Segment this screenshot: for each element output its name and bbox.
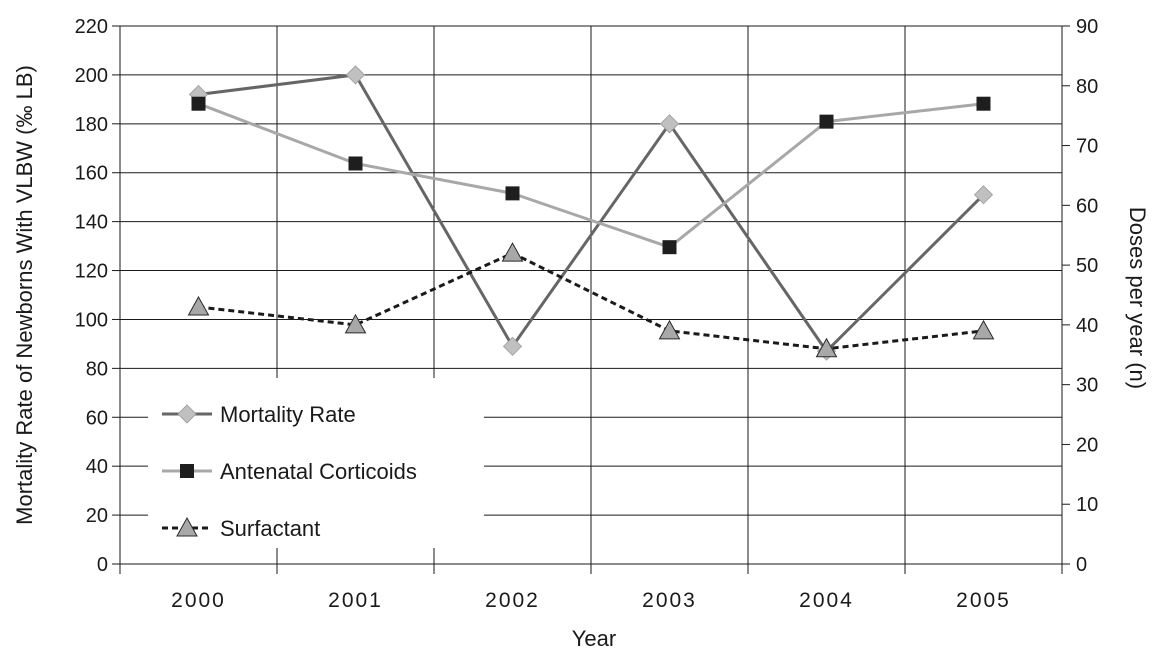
data-point-antenatal-corticoids-2001 [348, 156, 363, 171]
series-line-mortality-rate [198, 73, 985, 353]
y-left-tick-label-40: 40 [86, 456, 108, 478]
data-point-surfactant-2002 [501, 242, 524, 262]
y-left-tick-label-220: 220 [75, 16, 108, 38]
y-right-tick-label-70: 70 [1076, 136, 1098, 158]
y-left-axis-title: Mortality Rate of Newborns With VLBW (‰ … [12, 65, 37, 525]
y-left-tick-label-60: 60 [86, 407, 108, 429]
data-point-antenatal-corticoids-2003 [662, 240, 677, 255]
y-left-tick-label-80: 80 [86, 358, 108, 380]
y-right-tick-label-40: 40 [1076, 315, 1098, 337]
x-tick-label-2005: 2005 [956, 589, 1011, 612]
legend-marker-antenatal-corticoids [180, 464, 194, 478]
y-right-tick-label-30: 30 [1076, 375, 1098, 397]
legend-box [148, 378, 484, 548]
y-left-tick-label-200: 200 [75, 65, 108, 87]
y-right-tick-label-50: 50 [1076, 255, 1098, 277]
legend-background [148, 378, 484, 548]
y-right-tick-label-80: 80 [1076, 76, 1098, 98]
data-point-surfactant-2000 [187, 295, 210, 316]
data-point-mortality-rate-2002 [502, 336, 523, 356]
x-tick-label-2002: 2002 [485, 589, 540, 612]
data-point-antenatal-corticoids-2000 [191, 96, 206, 111]
y-right-tick-label-0: 0 [1076, 554, 1087, 576]
data-point-surfactant-2004 [815, 337, 838, 358]
legend: Mortality Rate Antenatal Corticoids Surfac… [162, 402, 417, 541]
data-point-surfactant-2005 [972, 319, 995, 340]
data-point-mortality-rate-2003 [659, 114, 680, 134]
series-line-surfactant [198, 251, 984, 351]
data-point-mortality-rate-2005 [973, 185, 994, 205]
x-tick-label-2000: 2000 [171, 589, 226, 612]
y-left-tick-label-140: 140 [75, 212, 108, 234]
y-left-tick-label-180: 180 [75, 114, 108, 136]
legend-label-antenatal-corticoids: Antenatal Corticoids [220, 459, 417, 484]
y-left-tick-label-0: 0 [97, 554, 108, 576]
y-right-tick-label-20: 20 [1076, 434, 1098, 456]
x-tick-label-2001: 2001 [328, 589, 383, 612]
series-layer [187, 65, 995, 361]
y-right-tick-label-60: 60 [1076, 195, 1098, 217]
x-tick-label-2004: 2004 [799, 589, 854, 612]
data-point-surfactant-2001 [344, 313, 367, 334]
y-left-tick-label-160: 160 [75, 163, 108, 185]
x-tick-label-2003: 2003 [642, 589, 697, 612]
legend-marker-surfactant [176, 516, 198, 537]
y-left-tick-label-20: 20 [86, 505, 108, 527]
ticks-layer: 0204060801001201401601802002200102030405… [75, 16, 1099, 612]
x-axis-title: Year [572, 626, 616, 648]
data-point-antenatal-corticoids-2004 [819, 114, 834, 129]
legend-label-mortality-rate: Mortality Rate [220, 402, 356, 427]
y-right-tick-label-10: 10 [1076, 494, 1098, 516]
data-point-antenatal-corticoids-2005 [976, 96, 991, 111]
y-right-axis-title: Doses per year (n) [1125, 207, 1150, 389]
y-right-tick-label-90: 90 [1076, 16, 1098, 38]
series-line-antenatal-corticoids [197, 102, 984, 249]
data-point-antenatal-corticoids-2002 [505, 186, 520, 201]
data-point-mortality-rate-2001 [345, 65, 366, 85]
legend-label-surfactant: Surfactant [220, 516, 320, 541]
y-left-tick-label-120: 120 [75, 261, 108, 283]
data-point-surfactant-2003 [658, 319, 681, 340]
y-left-tick-label-100: 100 [75, 309, 108, 331]
legend-marker-mortality-rate [177, 404, 197, 424]
